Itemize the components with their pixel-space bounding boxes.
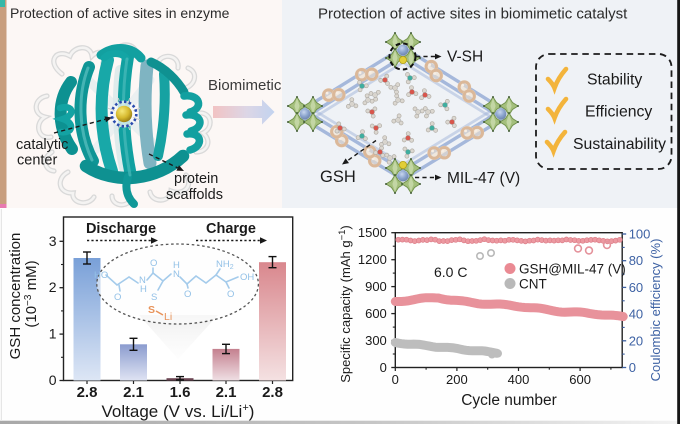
- svg-text:OH: OH: [240, 272, 254, 283]
- svg-text:Li: Li: [164, 311, 172, 323]
- svg-text:600: 600: [569, 372, 591, 387]
- svg-text:GSH@MIL-47 (V): GSH@MIL-47 (V): [519, 262, 626, 277]
- svg-text:Biomimetic: Biomimetic: [208, 77, 282, 94]
- svg-text:40: 40: [629, 307, 643, 322]
- svg-text:Cycle number: Cycle number: [461, 392, 557, 409]
- svg-text:GSH: GSH: [320, 168, 356, 186]
- svg-text:O: O: [227, 289, 234, 300]
- svg-text:3: 3: [49, 233, 57, 249]
- svg-text:S: S: [151, 292, 157, 303]
- svg-text:0: 0: [629, 360, 636, 375]
- svg-text:2: 2: [49, 279, 57, 295]
- svg-text:NH2: NH2: [216, 259, 234, 271]
- svg-text:60: 60: [629, 280, 643, 295]
- svg-text:Protection of active sites in: Protection of active sites in biomimetic…: [318, 6, 628, 23]
- svg-text:Efficiency: Efficiency: [585, 104, 652, 121]
- svg-text:300: 300: [365, 333, 387, 348]
- svg-text:HO: HO: [94, 270, 108, 281]
- svg-text:0: 0: [49, 372, 57, 388]
- svg-text:2.8: 2.8: [77, 384, 98, 401]
- svg-text:0: 0: [392, 372, 399, 387]
- svg-text:H: H: [173, 260, 180, 271]
- svg-text:1200: 1200: [358, 252, 387, 267]
- svg-text:Discharge: Discharge: [86, 221, 156, 237]
- svg-text:Charge: Charge: [206, 221, 256, 237]
- svg-text:600: 600: [365, 306, 387, 321]
- svg-text:80: 80: [629, 253, 643, 268]
- svg-text:Sustainability: Sustainability: [573, 136, 666, 153]
- svg-text:2.1: 2.1: [216, 384, 237, 401]
- svg-text:CNT: CNT: [519, 277, 547, 292]
- svg-text:Specific capacity (mAh g−1): Specific capacity (mAh g−1): [337, 225, 354, 383]
- svg-text:20: 20: [629, 333, 643, 348]
- svg-text:1500: 1500: [358, 225, 387, 240]
- svg-text:Protection of active sites in: Protection of active sites in enzyme: [10, 5, 230, 21]
- svg-text:N: N: [139, 275, 146, 286]
- svg-text:400: 400: [508, 372, 530, 387]
- svg-text:catalytic: catalytic: [16, 137, 68, 153]
- svg-text:6.0 C: 6.0 C: [434, 264, 467, 280]
- svg-text:Stability: Stability: [587, 72, 642, 89]
- svg-text:2.1: 2.1: [123, 384, 144, 401]
- svg-text:1: 1: [49, 326, 57, 342]
- svg-text:Voltage (V vs. Li/Li+): Voltage (V vs. Li/Li+): [102, 402, 255, 421]
- svg-text:MIL-47 (V): MIL-47 (V): [447, 170, 520, 187]
- svg-text:O: O: [150, 258, 157, 269]
- svg-text:0: 0: [380, 360, 387, 375]
- svg-text:900: 900: [365, 279, 387, 294]
- svg-text:scaffolds: scaffolds: [166, 187, 223, 203]
- svg-text:V-SH: V-SH: [447, 49, 483, 66]
- svg-text:O: O: [184, 289, 191, 300]
- svg-text:center: center: [17, 153, 57, 169]
- svg-text:Coulombic efficiency (%): Coulombic efficiency (%): [648, 239, 663, 382]
- svg-text:S: S: [148, 304, 155, 316]
- svg-text:H: H: [140, 284, 147, 295]
- svg-text:protein: protein: [174, 171, 218, 187]
- svg-text:GSH concentration: GSH concentration: [7, 233, 24, 360]
- svg-text:200: 200: [446, 372, 468, 387]
- svg-text:(10−3 mM): (10−3 mM): [23, 260, 41, 327]
- svg-text:1.6: 1.6: [170, 384, 191, 401]
- svg-text:O: O: [114, 292, 121, 303]
- svg-text:100: 100: [629, 227, 651, 242]
- svg-text:2.8: 2.8: [262, 384, 283, 401]
- svg-text:N: N: [173, 269, 180, 280]
